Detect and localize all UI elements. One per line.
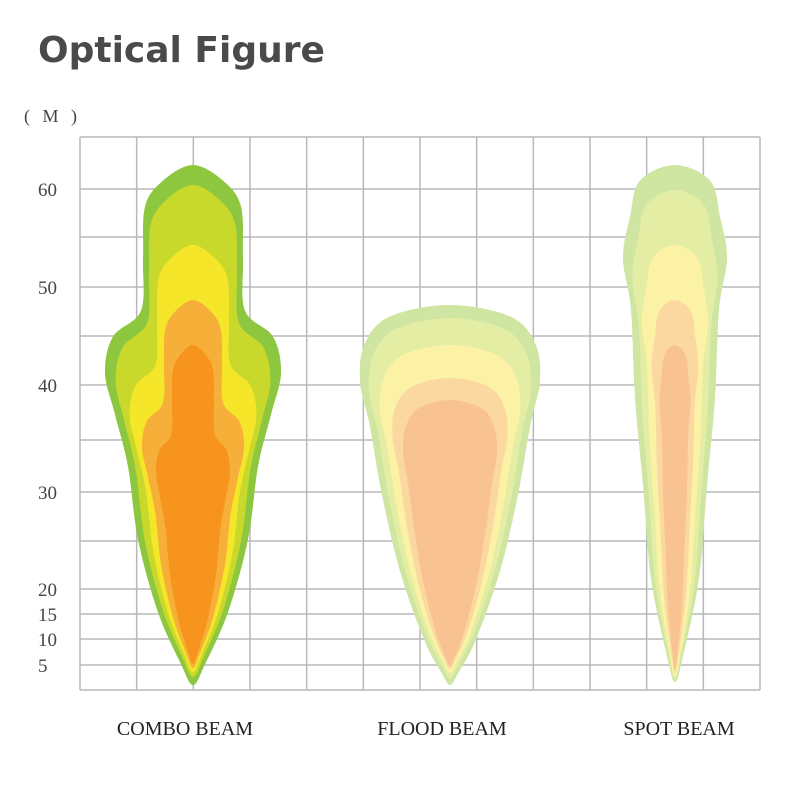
- title: Optical Figure: [38, 30, 325, 71]
- y-tick-label: 20: [38, 580, 57, 601]
- y-tick-label: 40: [38, 376, 57, 397]
- y-tick-label: 15: [38, 605, 57, 626]
- beam-layer: [403, 400, 497, 666]
- beam-label: COMBO BEAM: [117, 718, 253, 740]
- y-tick-label: 50: [38, 278, 57, 299]
- beam-label: SPOT BEAM: [623, 718, 735, 740]
- y-tick-label: 10: [38, 630, 57, 651]
- labels: COMBO BEAM FLOOD BEAM SPOT BEAM: [117, 718, 735, 740]
- beam-layer: [659, 345, 691, 670]
- beams: [104, 165, 728, 685]
- y-tick-label: 30: [38, 483, 57, 504]
- beam-layer: [156, 345, 230, 664]
- y-tick-label: 5: [38, 656, 48, 677]
- unit: ( M ): [24, 106, 81, 127]
- y-tick-label: 60: [38, 180, 57, 201]
- beam-label: FLOOD BEAM: [377, 718, 507, 740]
